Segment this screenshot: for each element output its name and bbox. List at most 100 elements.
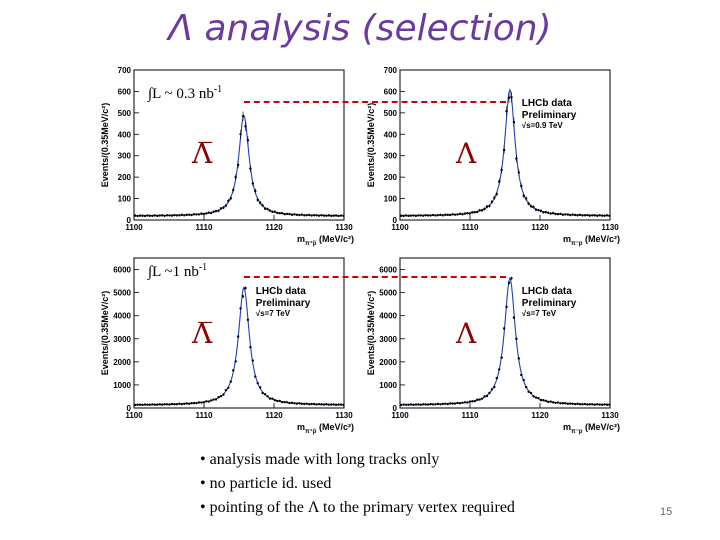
data-point xyxy=(605,214,609,217)
x-tick-label: 1100 xyxy=(391,223,409,232)
data-point xyxy=(449,402,452,405)
data-point xyxy=(303,214,306,217)
luminosity-dashed-line-bottom xyxy=(244,276,506,278)
data-point xyxy=(234,175,237,179)
plot-frame xyxy=(399,69,611,221)
data-point xyxy=(419,403,423,406)
data-point xyxy=(478,398,481,401)
data-point xyxy=(529,391,533,395)
y-tick-label: 200 xyxy=(384,173,398,182)
data-point xyxy=(569,402,572,405)
data-point xyxy=(271,397,274,400)
data-point xyxy=(505,109,508,113)
data-point xyxy=(134,214,137,217)
y-tick-label: 4000 xyxy=(379,312,397,321)
data-point xyxy=(322,403,326,406)
data-point xyxy=(439,213,442,217)
data-point xyxy=(475,398,479,401)
data-point xyxy=(495,192,498,196)
data-point xyxy=(502,327,506,330)
x-tick-label: 1110 xyxy=(462,223,479,232)
data-point xyxy=(404,214,408,217)
data-point xyxy=(156,214,159,218)
data-point xyxy=(307,213,311,217)
data-point xyxy=(471,400,474,403)
data-point xyxy=(151,214,154,217)
data-point xyxy=(207,400,210,403)
data-point xyxy=(517,171,521,174)
data-point xyxy=(451,402,454,405)
data-point xyxy=(571,402,574,405)
data-point xyxy=(214,398,218,401)
data-point xyxy=(258,386,262,389)
x-tick-label: 1110 xyxy=(462,411,479,420)
data-point xyxy=(337,214,340,218)
data-point xyxy=(141,403,144,407)
data-point xyxy=(303,402,306,406)
data-point xyxy=(254,375,257,378)
data-point xyxy=(148,214,152,217)
data-point xyxy=(522,194,525,197)
data-point xyxy=(334,403,338,407)
data-point xyxy=(422,403,425,406)
data-point xyxy=(163,403,166,406)
y-tick-label: 300 xyxy=(384,152,398,161)
data-point xyxy=(483,207,486,211)
y-tick-label: 700 xyxy=(384,66,398,75)
data-point xyxy=(407,403,410,406)
data-point xyxy=(278,399,281,403)
x-tick-label: 1130 xyxy=(601,411,619,420)
data-point xyxy=(173,213,176,217)
data-point xyxy=(241,295,245,298)
data-point xyxy=(456,213,459,216)
data-point xyxy=(532,205,535,209)
luminosity-label-top: ∫L ~ 0.3 nb-1 xyxy=(148,84,223,102)
data-point xyxy=(244,286,247,290)
data-point xyxy=(153,403,157,406)
data-point xyxy=(244,125,247,128)
data-point xyxy=(475,210,479,214)
data-point xyxy=(219,394,223,398)
data-point xyxy=(200,212,203,215)
data-point xyxy=(586,403,589,406)
data-point xyxy=(315,214,318,217)
data-point xyxy=(539,398,543,402)
data-point xyxy=(143,403,147,406)
data-point xyxy=(426,214,430,217)
data-point xyxy=(490,388,494,391)
data-point xyxy=(229,197,232,200)
data-point xyxy=(256,382,259,385)
x-tick-label: 1120 xyxy=(265,411,283,420)
legend-status: Preliminary xyxy=(256,298,311,309)
data-point xyxy=(293,213,296,216)
data-point xyxy=(160,214,164,217)
data-point xyxy=(554,401,557,404)
fit-curve xyxy=(399,276,611,406)
data-point xyxy=(200,401,203,404)
data-point xyxy=(532,395,535,398)
note-item: pointing of the Λ to the primary vertex … xyxy=(200,496,515,520)
mass-plot-lambda-0p9tev: 0 100 200 300 400 500 600 700 1100 1110 1120 1130 Ev… xyxy=(366,66,620,247)
data-point xyxy=(596,403,599,406)
data-point xyxy=(183,214,186,217)
data-point xyxy=(175,403,179,406)
data-point xyxy=(400,403,403,407)
data-point xyxy=(273,210,277,213)
data-point xyxy=(561,402,565,405)
particle-label-lambdabar-bottom: Λ̅ xyxy=(192,317,213,350)
data-point xyxy=(212,398,215,401)
y-axis-title: Events/(0.35MeV/c²) xyxy=(366,103,376,188)
data-point xyxy=(241,115,245,118)
data-point xyxy=(444,402,447,405)
data-point xyxy=(263,393,267,396)
data-point xyxy=(281,400,284,404)
data-point xyxy=(168,403,171,406)
data-point xyxy=(192,401,196,405)
data-point xyxy=(325,403,328,406)
data-point xyxy=(281,211,284,215)
data-point xyxy=(195,213,198,216)
data-point xyxy=(300,213,304,216)
data-point xyxy=(305,213,308,217)
y-tick-label: 500 xyxy=(384,109,398,118)
data-point xyxy=(332,214,335,217)
